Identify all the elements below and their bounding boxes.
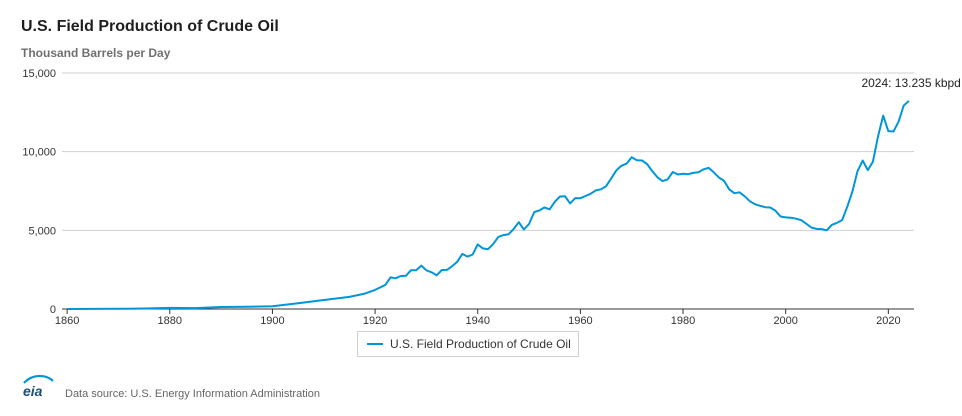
x-tick-label: 1960 [568,315,592,327]
x-tick-label: 1920 [363,315,387,327]
chart-title: U.S. Field Production of Crude Oil [21,18,279,35]
legend-label: U.S. Field Production of Crude Oil [390,337,571,351]
annotation-label: 2024: 13.235 kbpd [861,76,960,90]
x-tick-label: 2020 [876,315,900,327]
data-source: Data source: U.S. Energy Information Adm… [65,388,320,400]
y-tick-label: 10,000 [22,147,56,159]
x-tick-label: 1880 [158,315,182,327]
x-tick-label: 1900 [260,315,284,327]
chart-subtitle: Thousand Barrels per Day [21,46,171,60]
legend-swatch [367,343,383,345]
x-tick-label: 2000 [773,315,797,327]
y-tick-label: 0 [50,304,56,316]
x-tick-label: 1940 [465,315,489,327]
eia-logo-icon: eia [23,374,54,399]
y-tick-label: 15,000 [22,68,56,80]
series-line-crude-oil [67,100,910,310]
legend-item-crude-oil[interactable]: U.S. Field Production of Crude Oil [357,331,579,357]
x-tick-label: 1860 [55,315,79,327]
y-tick-label: 5,000 [28,225,56,237]
eia-logo-text: eia [23,383,43,399]
x-tick-label: 1980 [671,315,695,327]
